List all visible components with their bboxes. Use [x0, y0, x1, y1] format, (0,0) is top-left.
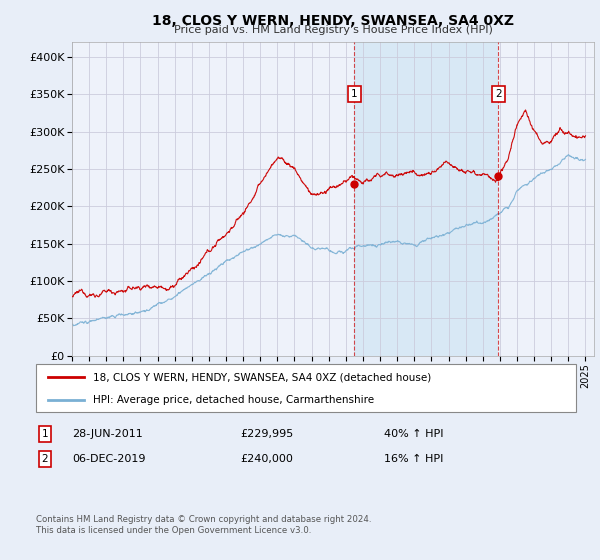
- Text: 2: 2: [495, 89, 502, 99]
- Text: 1: 1: [41, 429, 49, 439]
- Text: 28-JUN-2011: 28-JUN-2011: [72, 429, 143, 439]
- Text: 18, CLOS Y WERN, HENDY, SWANSEA, SA4 0XZ (detached house): 18, CLOS Y WERN, HENDY, SWANSEA, SA4 0XZ…: [93, 372, 431, 382]
- Text: £240,000: £240,000: [240, 454, 293, 464]
- Text: HPI: Average price, detached house, Carmarthenshire: HPI: Average price, detached house, Carm…: [93, 395, 374, 405]
- Text: Price paid vs. HM Land Registry's House Price Index (HPI): Price paid vs. HM Land Registry's House …: [173, 25, 493, 35]
- Text: Contains HM Land Registry data © Crown copyright and database right 2024.
This d: Contains HM Land Registry data © Crown c…: [36, 515, 371, 535]
- Text: £229,995: £229,995: [240, 429, 293, 439]
- Text: 1: 1: [351, 89, 358, 99]
- Text: 2: 2: [41, 454, 49, 464]
- Text: 40% ↑ HPI: 40% ↑ HPI: [384, 429, 443, 439]
- Text: 18, CLOS Y WERN, HENDY, SWANSEA, SA4 0XZ: 18, CLOS Y WERN, HENDY, SWANSEA, SA4 0XZ: [152, 14, 514, 28]
- Text: 16% ↑ HPI: 16% ↑ HPI: [384, 454, 443, 464]
- Text: 06-DEC-2019: 06-DEC-2019: [72, 454, 146, 464]
- Bar: [355, 42, 499, 356]
